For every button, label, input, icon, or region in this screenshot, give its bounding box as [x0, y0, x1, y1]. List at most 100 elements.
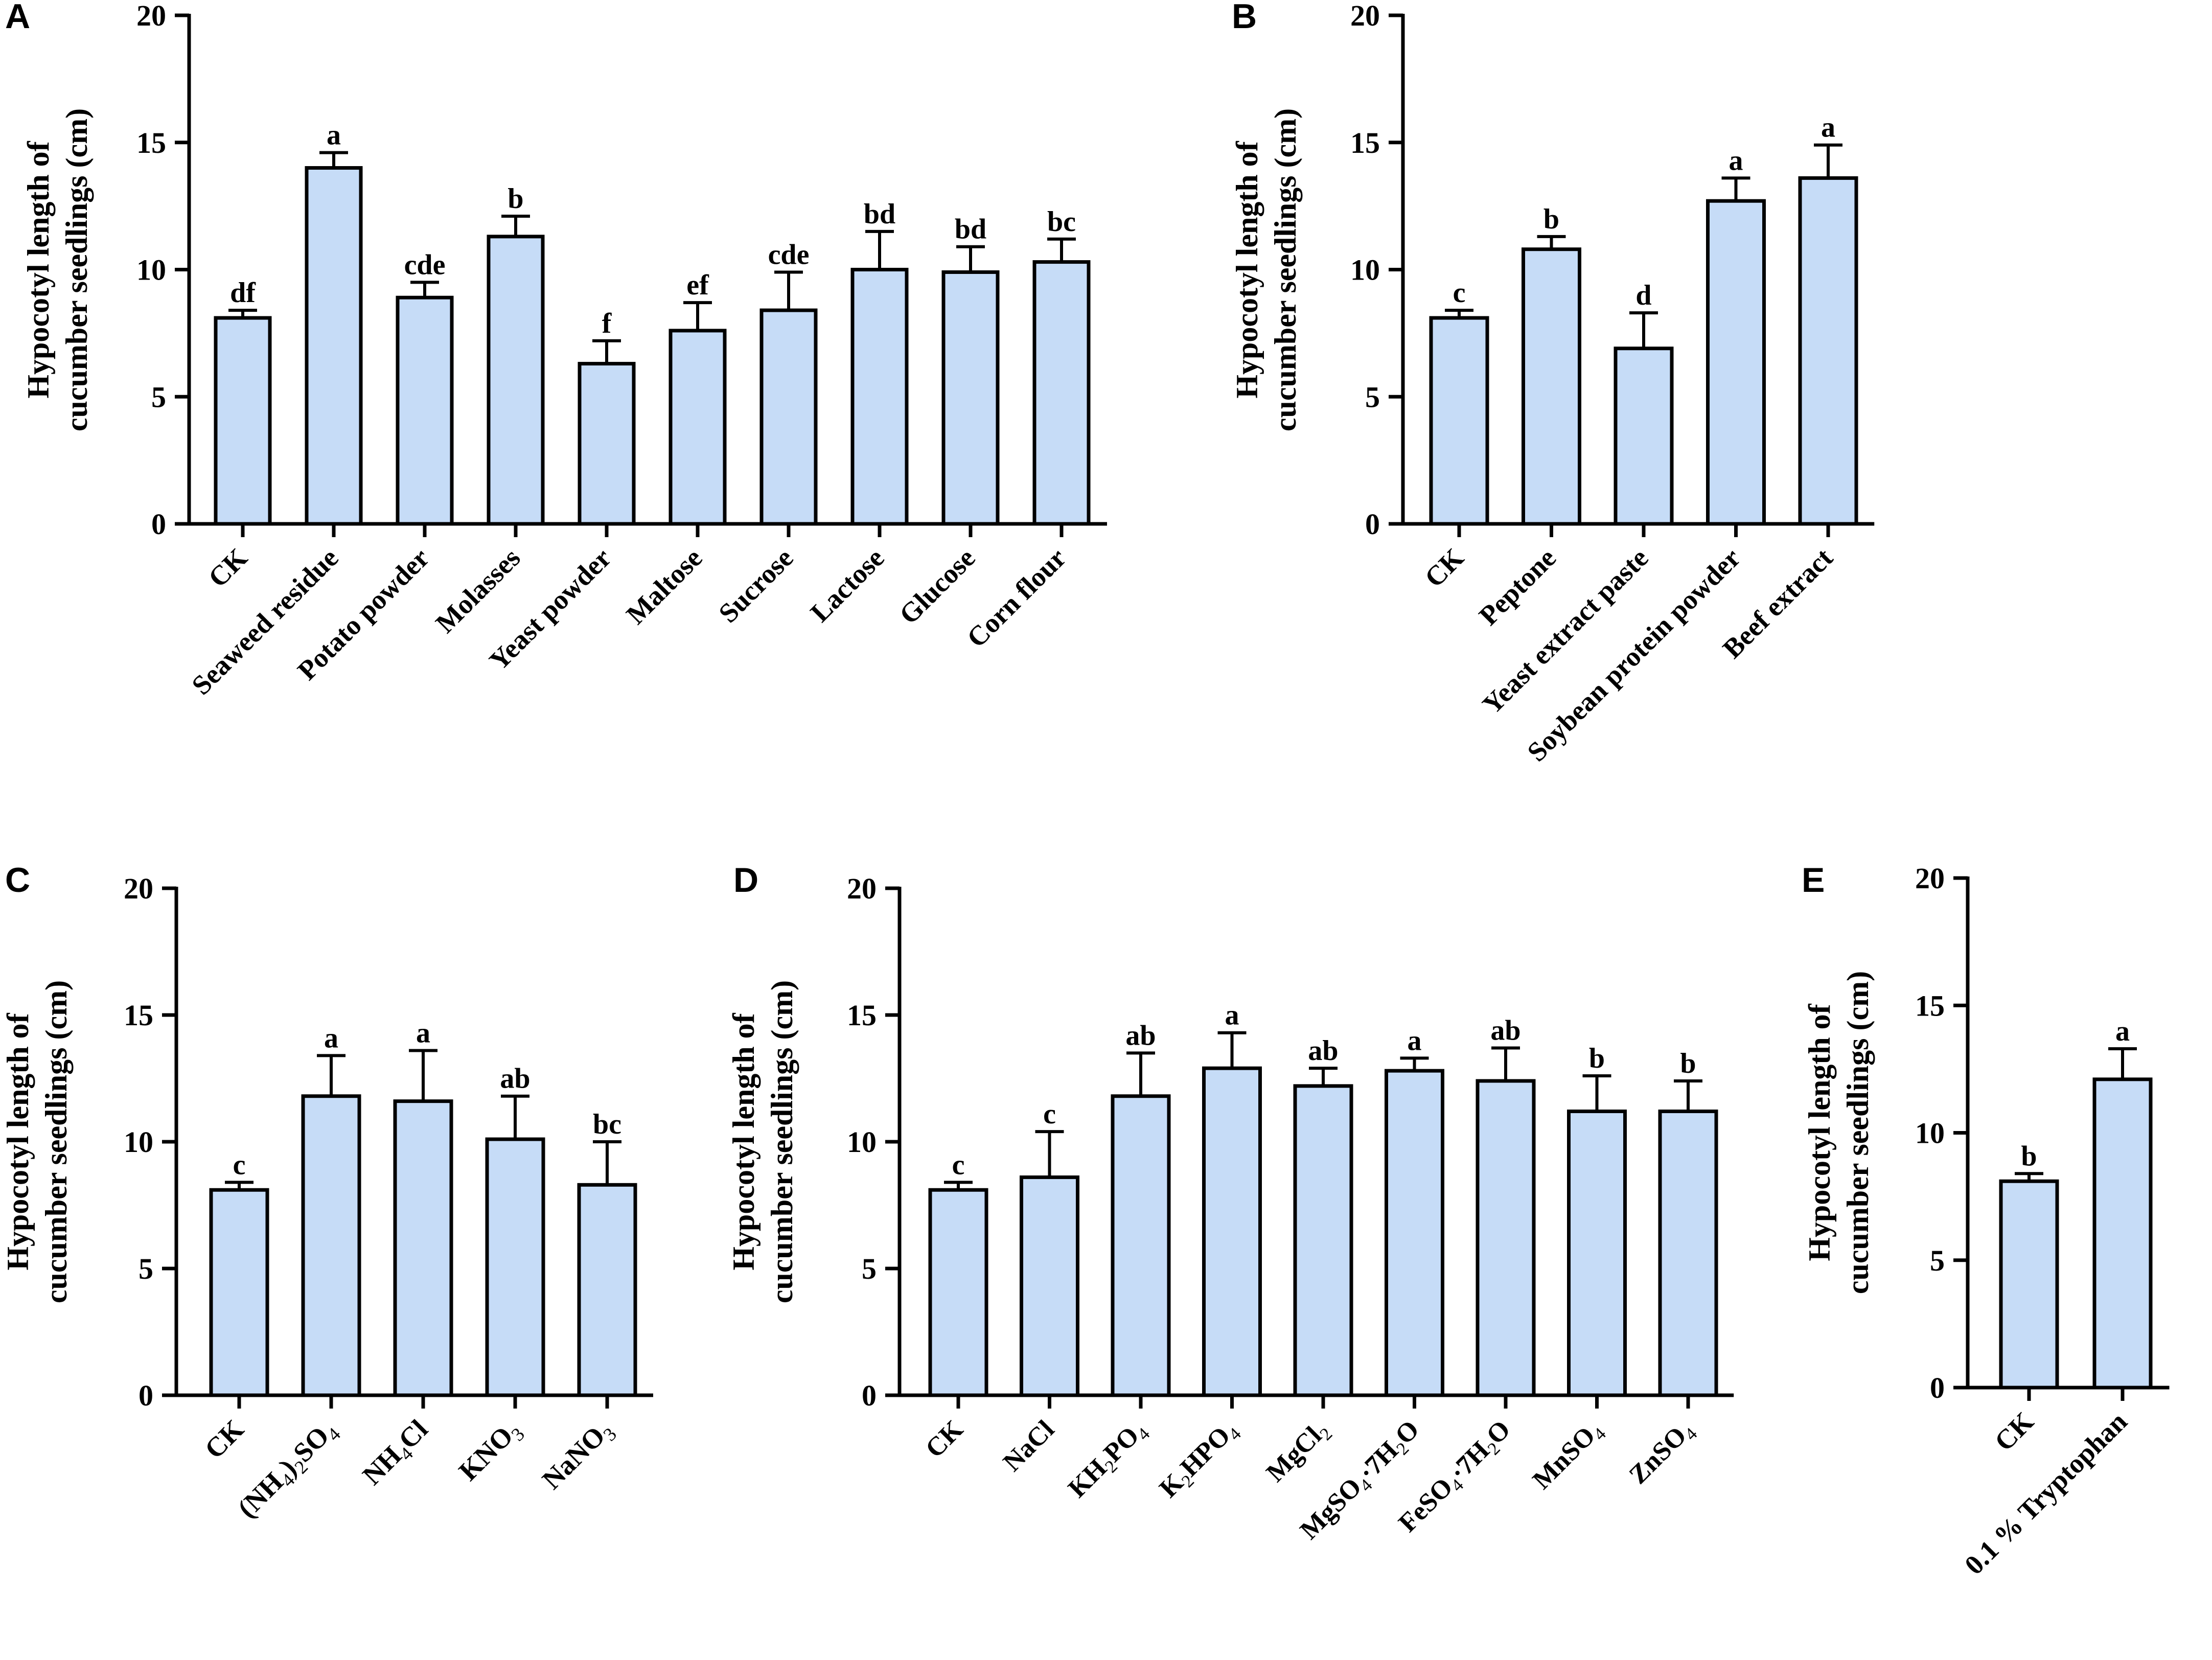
y-axis-label: cucumber seedlings (cm)	[1841, 971, 1875, 1294]
panel-c: C Hypocotyl length of cucumber seedlings (…	[1, 861, 653, 1527]
bar	[487, 235, 545, 526]
x-tick-label: CK	[202, 542, 254, 593]
x-tick-label: ZnSO4	[1624, 1415, 1701, 1492]
y-tick-label: 10	[847, 1125, 877, 1159]
x-tick-label: Molasses	[430, 542, 526, 639]
significance-label: a	[2115, 1016, 2130, 1047]
bar	[928, 1188, 988, 1397]
y-axis-label: Hypocotyl length of	[1803, 1003, 1836, 1261]
significance-label: b	[1543, 203, 1559, 235]
significance-label: ef	[686, 269, 709, 301]
significance-label: a	[1729, 145, 1743, 176]
x-tick-label: MgCl2	[1261, 1415, 1336, 1490]
bar	[759, 308, 818, 526]
bar	[577, 1183, 637, 1397]
x-tick-label: NaNO3	[536, 1414, 621, 1498]
bar	[669, 329, 727, 526]
panel-letter: D	[733, 861, 758, 900]
bar	[1476, 1079, 1536, 1397]
y-axis-label: Hypocotyl length of	[1230, 141, 1264, 398]
bar	[214, 316, 272, 526]
x-tick-label: Sucrose	[712, 542, 799, 629]
significance-label: ab	[1490, 1015, 1520, 1046]
significance-label: bc	[593, 1109, 621, 1140]
significance-label: d	[1635, 280, 1651, 311]
y-tick-label: 5	[862, 1252, 877, 1285]
x-tick-label: (NH4)2SO4	[232, 1414, 345, 1527]
x-tick-label: CK	[199, 1414, 250, 1465]
bar	[1614, 347, 1674, 526]
y-tick-label: 20	[136, 0, 166, 32]
y-tick-label: 10	[1350, 253, 1380, 287]
y-axis-label: cucumber seedlings (cm)	[39, 980, 73, 1303]
y-tick-label: 15	[136, 126, 166, 159]
y-tick-label: 20	[124, 872, 153, 905]
panel-a: A Hypocotyl length of cucumber seedlings (…	[5, 0, 1107, 701]
significance-label: a	[1225, 1000, 1239, 1031]
y-tick-label: 15	[124, 999, 153, 1032]
y-tick-label: 0	[151, 508, 166, 541]
x-tick-label: K2HPO4	[1154, 1415, 1245, 1506]
bar	[305, 166, 363, 526]
y-tick-label: 20	[847, 872, 877, 905]
panel-e: E Hypocotyl length of cucumber seedlings (…	[1802, 861, 2170, 1580]
y-tick-label: 5	[1365, 380, 1380, 413]
y-axis-label: cucumber seedlings (cm)	[60, 108, 94, 431]
panel-letter: C	[5, 861, 30, 900]
bar	[2092, 1077, 2153, 1390]
y-axis-label: cucumber seedlings (cm)	[1269, 108, 1302, 431]
significance-label: ab	[1308, 1035, 1338, 1067]
x-tick-label: KH2PO4	[1063, 1415, 1154, 1506]
bar	[396, 295, 454, 526]
x-tick-label: Corn flour	[961, 542, 1072, 653]
significance-label: c	[1043, 1098, 1056, 1130]
bar	[941, 270, 1000, 526]
significance-label: b	[1589, 1043, 1605, 1074]
y-tick-label: 5	[151, 380, 166, 413]
y-axis-label: cucumber seedlings (cm)	[765, 980, 799, 1303]
y-tick-label: 5	[139, 1252, 153, 1285]
significance-label: cde	[768, 239, 810, 270]
x-tick-label: NaCl	[998, 1415, 1060, 1477]
panel-letter: A	[5, 0, 30, 36]
x-tick-label: Yeast extract paste	[1477, 542, 1654, 720]
significance-label: ab	[500, 1063, 530, 1095]
significance-label: b	[1680, 1048, 1696, 1079]
significance-label: bd	[864, 198, 895, 230]
panel-d: D Hypocotyl length of cucumber seedlings (…	[727, 861, 1734, 1545]
bar	[1567, 1109, 1627, 1397]
significance-label: b	[2021, 1140, 2037, 1172]
y-tick-label: 15	[1350, 126, 1380, 159]
x-tick-label: Lactose	[804, 542, 890, 628]
x-tick-label: 0.1 % Tryptophan	[1958, 1406, 2133, 1580]
bar	[1020, 1175, 1079, 1397]
bar	[1111, 1094, 1171, 1397]
x-tick-label: Maltose	[620, 542, 708, 630]
bar	[1429, 316, 1489, 526]
bar	[393, 1099, 453, 1397]
bar	[578, 362, 636, 526]
significance-label: a	[1408, 1025, 1422, 1056]
y-tick-label: 0	[1930, 1371, 1945, 1404]
y-tick-label: 20	[1915, 862, 1945, 895]
x-tick-label: Peptone	[1473, 542, 1562, 631]
bar	[1385, 1069, 1444, 1397]
bar	[485, 1137, 545, 1397]
panel-letter: B	[1232, 0, 1257, 36]
y-axis-label: Hypocotyl length of	[21, 141, 55, 398]
bar	[1706, 199, 1766, 526]
significance-label: a	[327, 120, 341, 151]
x-tick-label: CK	[920, 1415, 969, 1464]
y-tick-label: 20	[1350, 0, 1380, 32]
y-axis-label: Hypocotyl length of	[727, 1012, 761, 1270]
significance-label: f	[602, 308, 612, 339]
significance-label: bc	[1047, 206, 1076, 238]
significance-label: c	[233, 1149, 246, 1181]
panel-letter: E	[1802, 861, 1825, 900]
bar	[1293, 1084, 1353, 1397]
x-tick-label: Glucose	[893, 542, 981, 630]
y-tick-label: 10	[1915, 1117, 1945, 1150]
y-tick-label: 0	[1365, 508, 1380, 541]
x-tick-label: NH4Cl	[357, 1414, 437, 1494]
